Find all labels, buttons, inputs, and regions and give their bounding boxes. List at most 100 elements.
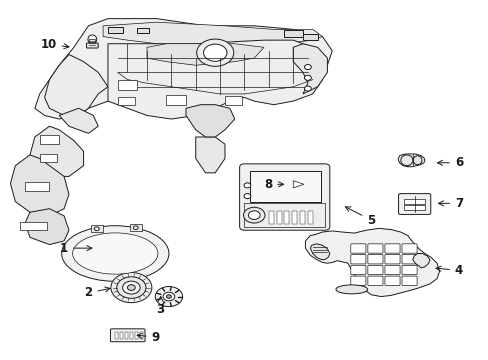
Text: 7: 7: [438, 197, 462, 210]
Bar: [404, 206, 425, 211]
FancyBboxPatch shape: [350, 244, 365, 253]
Polygon shape: [147, 44, 264, 65]
FancyBboxPatch shape: [401, 255, 416, 264]
FancyBboxPatch shape: [350, 265, 365, 275]
Ellipse shape: [61, 226, 168, 281]
Polygon shape: [35, 19, 331, 119]
Text: 5: 5: [345, 207, 375, 227]
Circle shape: [122, 281, 140, 294]
Polygon shape: [412, 253, 429, 268]
FancyBboxPatch shape: [367, 255, 382, 264]
FancyBboxPatch shape: [384, 276, 399, 285]
Circle shape: [203, 44, 226, 61]
Text: 10: 10: [41, 38, 69, 51]
Circle shape: [304, 86, 311, 91]
Polygon shape: [305, 228, 439, 297]
Bar: [268, 211, 273, 224]
Text: 4: 4: [435, 264, 462, 277]
Bar: [118, 97, 135, 105]
Circle shape: [304, 64, 311, 69]
Bar: [25, 182, 49, 191]
Text: 8: 8: [263, 178, 283, 191]
FancyBboxPatch shape: [384, 265, 399, 275]
Circle shape: [196, 39, 233, 66]
Polygon shape: [59, 108, 98, 134]
Bar: [244, 203, 325, 226]
Bar: [283, 30, 303, 37]
FancyBboxPatch shape: [384, 244, 399, 253]
Bar: [129, 332, 132, 339]
FancyBboxPatch shape: [367, 244, 382, 253]
Bar: [303, 35, 317, 40]
Bar: [284, 211, 289, 224]
Bar: [300, 211, 305, 224]
Polygon shape: [103, 22, 322, 47]
Ellipse shape: [400, 155, 412, 166]
Bar: [130, 225, 142, 231]
Circle shape: [111, 273, 152, 303]
FancyBboxPatch shape: [110, 329, 145, 342]
Circle shape: [117, 277, 146, 298]
Circle shape: [304, 75, 311, 80]
Bar: [40, 135, 59, 144]
Bar: [134, 332, 137, 339]
Ellipse shape: [335, 285, 367, 294]
Text: 2: 2: [84, 287, 110, 300]
FancyBboxPatch shape: [239, 164, 329, 230]
Bar: [115, 332, 118, 339]
FancyBboxPatch shape: [350, 276, 365, 285]
Bar: [89, 39, 95, 45]
FancyBboxPatch shape: [350, 255, 365, 264]
Bar: [166, 95, 185, 105]
Circle shape: [133, 226, 138, 229]
Circle shape: [248, 211, 260, 220]
Polygon shape: [25, 209, 69, 244]
Circle shape: [244, 183, 250, 188]
Bar: [40, 154, 57, 162]
Polygon shape: [44, 54, 108, 116]
Text: 3: 3: [156, 297, 164, 316]
Bar: [404, 199, 425, 204]
Circle shape: [127, 285, 135, 291]
Circle shape: [244, 194, 250, 199]
Text: 1: 1: [60, 242, 92, 255]
Bar: [118, 80, 137, 90]
Polygon shape: [293, 44, 327, 94]
Polygon shape: [310, 244, 329, 260]
FancyBboxPatch shape: [401, 244, 416, 253]
Polygon shape: [30, 126, 83, 176]
Ellipse shape: [88, 35, 97, 44]
Bar: [276, 211, 281, 224]
Polygon shape: [10, 155, 69, 216]
Bar: [292, 211, 297, 224]
FancyBboxPatch shape: [398, 194, 430, 215]
Polygon shape: [293, 181, 304, 188]
Ellipse shape: [412, 156, 421, 165]
Circle shape: [94, 227, 99, 230]
Bar: [307, 211, 312, 224]
Bar: [137, 28, 149, 33]
FancyBboxPatch shape: [86, 43, 98, 48]
Polygon shape: [285, 177, 307, 191]
Bar: [250, 171, 321, 202]
Circle shape: [155, 287, 182, 307]
Bar: [120, 332, 122, 339]
Bar: [108, 27, 122, 33]
Bar: [140, 332, 142, 339]
FancyBboxPatch shape: [384, 255, 399, 264]
FancyBboxPatch shape: [367, 265, 382, 275]
FancyBboxPatch shape: [401, 265, 416, 275]
FancyBboxPatch shape: [401, 276, 416, 285]
Polygon shape: [195, 137, 224, 173]
Ellipse shape: [73, 233, 158, 274]
Polygon shape: [185, 105, 234, 137]
Bar: [124, 332, 127, 339]
Bar: [20, 222, 47, 230]
Bar: [91, 225, 103, 232]
Text: 9: 9: [137, 330, 160, 343]
FancyBboxPatch shape: [367, 276, 382, 285]
Polygon shape: [397, 154, 424, 167]
Text: 6: 6: [437, 156, 462, 169]
Polygon shape: [108, 40, 322, 119]
Bar: [224, 96, 242, 105]
